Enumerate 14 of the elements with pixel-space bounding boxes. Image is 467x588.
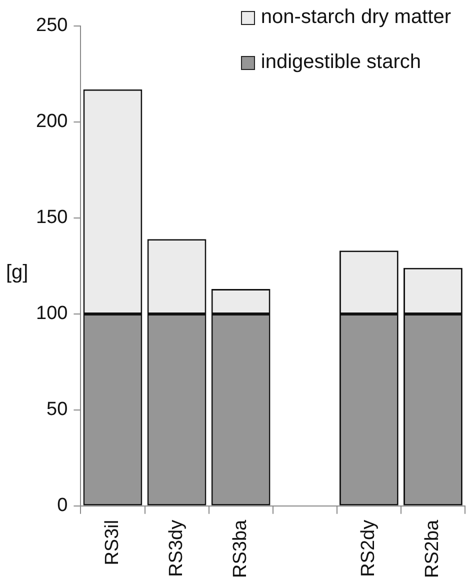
y-tick-label: 250 [36, 15, 68, 36]
y-tick-label: 50 [46, 399, 68, 420]
x-tick-label: RS2ba [422, 519, 444, 578]
x-tick-label: RS3il [102, 520, 123, 566]
y-tick-label: 100 [36, 303, 68, 324]
x-tick-label: RS2dy [358, 519, 380, 577]
y-tick-label: 0 [57, 495, 68, 516]
x-tick-label: RS3ba [230, 519, 252, 578]
x-tick-label: RS3dy [166, 519, 188, 577]
legend-label: indigestible starch [260, 51, 422, 74]
y-tick-label: 200 [36, 111, 68, 132]
y-tick-label: 150 [36, 207, 68, 228]
y-axis-title: [g] [6, 261, 28, 284]
legend-label: non-starch dry matter [260, 6, 451, 29]
